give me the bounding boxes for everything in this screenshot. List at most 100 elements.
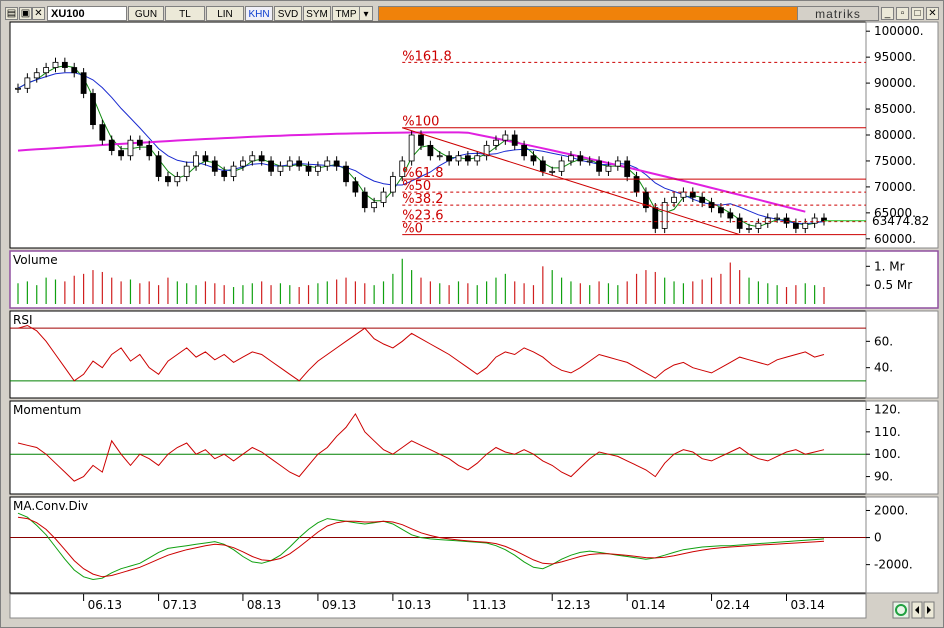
candle [61, 61, 68, 68]
ytick-label: 80000. [874, 128, 916, 142]
candle [418, 134, 424, 146]
fib-label: %161.8 [402, 49, 452, 64]
candle [811, 217, 818, 224]
ytick-label: 100. [874, 447, 901, 461]
dropdown-arrow-icon[interactable]: ▾ [359, 6, 373, 21]
candle [174, 176, 181, 183]
candle [277, 165, 284, 172]
candle [493, 139, 499, 146]
candle [614, 160, 621, 167]
candle [136, 139, 143, 146]
candle [483, 144, 490, 157]
ytick-label: 0 [874, 531, 882, 545]
refresh-icon[interactable] [892, 601, 910, 619]
last-value-label: 63474.82 [872, 214, 929, 228]
minimize-icon[interactable]: _ [881, 7, 894, 20]
close-chart-icon[interactable]: ✕ [32, 7, 45, 20]
candle [230, 165, 237, 177]
ytick-label: 40. [874, 361, 893, 375]
xtick-label: 06.13 [88, 598, 122, 612]
brand-logo: matriks [797, 6, 879, 21]
fib-label: %61.8 [402, 166, 443, 181]
ytick-label: 1. Mr [874, 259, 905, 273]
panel-title: MA.Conv.Div [13, 499, 88, 513]
candle [746, 228, 752, 230]
candle [371, 202, 378, 209]
candle [15, 87, 21, 90]
candle [202, 155, 209, 162]
candle [586, 160, 593, 163]
candle [165, 176, 171, 183]
panel-title: RSI [13, 313, 33, 327]
candle [549, 170, 556, 173]
lin-button[interactable]: LIN [206, 6, 244, 21]
macd-line [17, 512, 825, 581]
candle [596, 160, 602, 172]
xtick-label: 01.14 [631, 598, 665, 612]
candle [736, 217, 743, 229]
menu-icon[interactable]: ▤ [5, 7, 18, 20]
candle [427, 144, 434, 157]
candle [324, 160, 331, 167]
candle [33, 72, 40, 79]
candle [249, 155, 256, 162]
candle [389, 176, 396, 193]
candle [727, 212, 734, 219]
candle [802, 222, 809, 229]
candle [652, 207, 659, 229]
candle [783, 217, 790, 224]
candle [211, 160, 218, 172]
tl-button[interactable]: TL [165, 6, 205, 21]
candle [792, 222, 799, 229]
candle [568, 155, 574, 162]
arrow-left-icon [915, 606, 919, 614]
candle [699, 196, 706, 203]
window-icon[interactable]: ▣ [19, 7, 32, 20]
date-axis-strip [9, 593, 867, 619]
candle [305, 165, 312, 172]
panel-momentum [9, 400, 867, 495]
candle [352, 181, 359, 193]
candle [436, 155, 443, 158]
svd-button[interactable]: SVD [274, 6, 302, 21]
ytick-label: 2000. [874, 503, 908, 517]
sym-button[interactable]: SYM [303, 6, 331, 21]
candle [127, 139, 134, 157]
maximize-icon[interactable]: □ [911, 7, 924, 20]
candle [643, 191, 649, 209]
ytick-label: 60. [874, 334, 893, 348]
candle [408, 134, 415, 162]
xtick-label: 08.13 [247, 598, 281, 612]
xtick-label: 11.13 [472, 598, 506, 612]
ytick-label: 90000. [874, 76, 916, 90]
candle [343, 165, 349, 183]
panel-rsi [9, 310, 867, 399]
fib-label: %100 [402, 115, 439, 130]
candle [511, 134, 518, 146]
close-icon[interactable]: ✕ [926, 7, 939, 20]
xtick-label: 12.13 [556, 598, 590, 612]
candle [258, 155, 265, 162]
scroll-arrows[interactable] [911, 601, 935, 619]
candle [502, 134, 509, 141]
candle [521, 144, 527, 157]
candle [24, 77, 31, 89]
candle [380, 191, 387, 203]
khn-button[interactable]: KHN [245, 6, 273, 21]
axis-panel-rsi [865, 310, 939, 399]
candle [764, 217, 771, 224]
xtick-label: 02.14 [716, 598, 750, 612]
symbol-field[interactable]: XU100 [47, 6, 127, 21]
candle [146, 144, 153, 157]
candle [577, 155, 584, 162]
xtick-label: 03.14 [791, 598, 825, 612]
candle [71, 67, 78, 74]
restore-icon[interactable]: ▫ [896, 7, 909, 20]
ytick-label: 95000. [874, 50, 916, 64]
ytick-label: 100000. [874, 24, 924, 38]
refresh-icon-circle [895, 604, 907, 616]
gun-button[interactable]: GUN [128, 6, 164, 21]
candle [680, 191, 687, 198]
axis-panel-volume [865, 250, 939, 309]
fib-label: %0 [402, 222, 423, 237]
